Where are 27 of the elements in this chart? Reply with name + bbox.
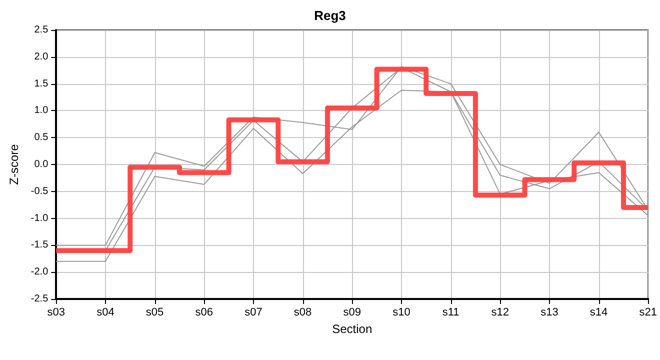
y-tick-label: -2.0 xyxy=(30,266,49,278)
y-tick-label: -0.5 xyxy=(30,186,49,197)
x-tick-label: s12 xyxy=(491,306,510,318)
y-tick-label: 0.5 xyxy=(34,132,49,144)
y-tick-label: -2.5 xyxy=(30,294,49,304)
x-tick-label: s06 xyxy=(195,306,214,318)
x-tick-label: s14 xyxy=(590,306,608,318)
x-tick-label: s08 xyxy=(294,306,312,318)
x-tick-label: s03 xyxy=(47,306,66,318)
x-tick-label: s05 xyxy=(146,306,164,318)
x-tick-label: s11 xyxy=(442,306,460,318)
x-tick-label: s21 xyxy=(639,306,658,318)
y-tick-label: 0.0 xyxy=(34,159,49,170)
y-axis-title: Z-score xyxy=(7,144,21,185)
x-tick-label: s10 xyxy=(392,306,410,318)
y-tick-label: 2.5 xyxy=(34,24,49,36)
x-tick-label: s09 xyxy=(343,306,362,318)
x-axis-title: Section xyxy=(332,322,372,336)
x-tick-label: s04 xyxy=(96,306,114,318)
y-tick-label: 2.0 xyxy=(34,51,49,62)
chart-title: Reg3 xyxy=(314,8,346,23)
y-tick-label: -1.5 xyxy=(30,240,49,251)
y-tick-label: -1.0 xyxy=(30,212,49,224)
x-tick-label: s13 xyxy=(540,306,558,318)
y-tick-label: 1.0 xyxy=(34,105,49,116)
x-tick-label: s07 xyxy=(244,306,262,318)
y-tick-label: 1.5 xyxy=(34,78,49,90)
